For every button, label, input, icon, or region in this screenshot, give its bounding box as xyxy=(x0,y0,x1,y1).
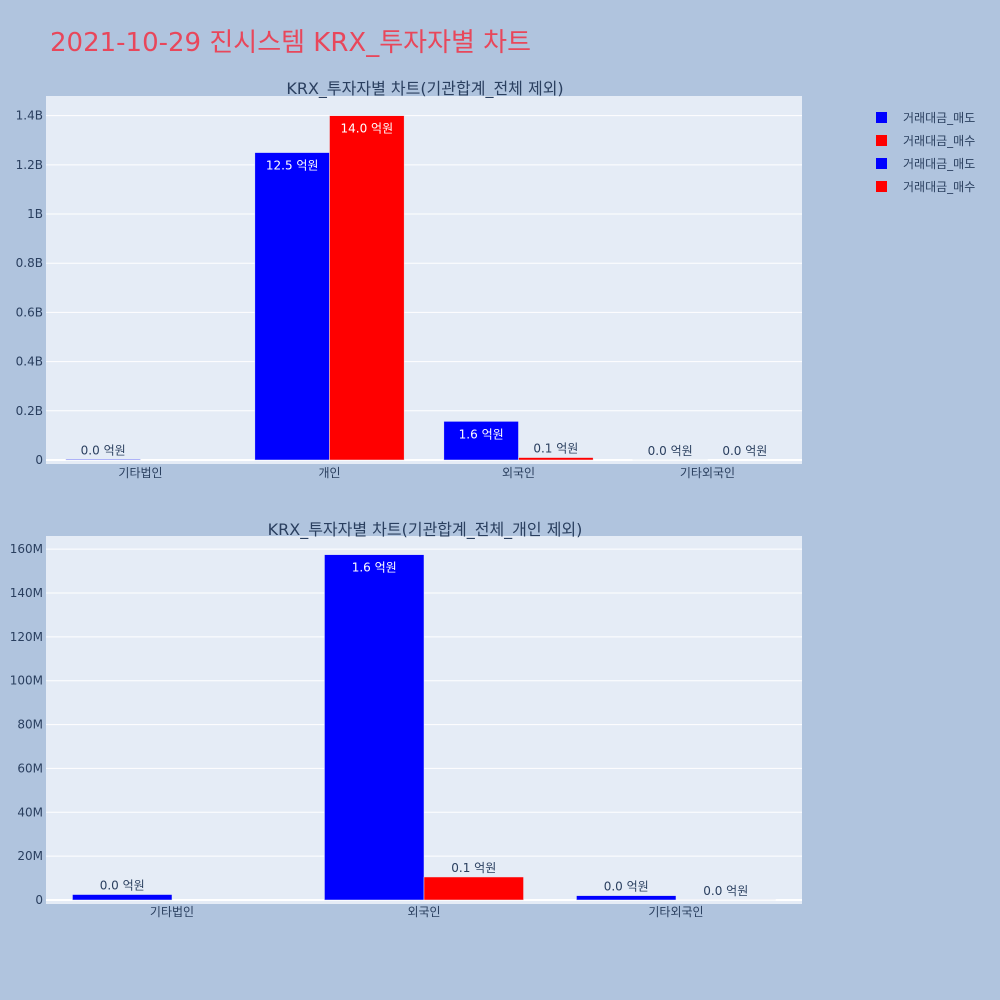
x-tick-label: 기타외국인 xyxy=(680,466,735,480)
bar xyxy=(576,895,677,901)
legend-item[interactable]: 거래대금_매수 xyxy=(876,129,975,152)
x-tick-label: 외국인 xyxy=(407,905,440,919)
legend-label: 거래대금_매수 xyxy=(903,180,976,194)
y-tick-label: 0.4B xyxy=(16,355,43,369)
legend-item[interactable]: 거래대금_매수 xyxy=(876,175,975,198)
y-tick-label: 1.4B xyxy=(16,109,43,123)
y-tick-label: 20M xyxy=(17,849,43,863)
bar xyxy=(423,876,524,901)
y-tick-label: 40M xyxy=(17,805,43,819)
legend-item[interactable]: 거래대금_매도 xyxy=(876,152,975,175)
x-tick-label: 개인 xyxy=(318,466,340,480)
y-tick-label: 0.6B xyxy=(16,305,43,319)
x-tick-label: 기타외국인 xyxy=(648,905,703,919)
x-tick-label: 외국인 xyxy=(502,466,535,480)
bar xyxy=(324,554,425,901)
y-tick-label: 0 xyxy=(35,893,43,907)
x-tick-label: 기타법인 xyxy=(150,905,194,919)
chart-title: KRX_투자자별 차트(기관합계_전체_개인 제외) xyxy=(268,520,583,540)
legend-swatch xyxy=(876,112,887,123)
data-label: 0.1 억원 xyxy=(451,861,496,875)
data-label: 0.0 억원 xyxy=(703,884,748,898)
legend-item[interactable]: 거래대금_매도 xyxy=(876,106,975,129)
bar xyxy=(72,894,173,901)
legend-label: 거래대금_매도 xyxy=(903,111,976,125)
y-tick-label: 80M xyxy=(17,718,43,732)
data-label: 0.0 억원 xyxy=(81,443,126,457)
bar xyxy=(518,457,594,461)
y-tick-label: 1.2B xyxy=(16,158,43,172)
data-label: 1.6 억원 xyxy=(459,427,504,441)
bar xyxy=(65,459,141,461)
data-label: 14.0 억원 xyxy=(341,122,394,136)
y-tick-label: 0.8B xyxy=(16,256,43,270)
data-label: 0.0 억원 xyxy=(604,880,649,894)
data-label: 0.0 억원 xyxy=(722,444,767,458)
legend[interactable]: 거래대금_매도 거래대금_매수 거래대금_매도 거래대금_매수 xyxy=(876,106,975,198)
y-tick-label: 60M xyxy=(17,761,43,775)
data-label: 0.0 억원 xyxy=(100,879,145,893)
x-tick-label: 기타법인 xyxy=(118,466,162,480)
legend-swatch xyxy=(876,158,887,169)
legend-swatch xyxy=(876,181,887,192)
data-label: 1.6 억원 xyxy=(352,561,397,575)
y-tick-label: 0.2B xyxy=(16,404,43,418)
data-label: 12.5 억원 xyxy=(266,159,319,173)
data-label: 0.1 억원 xyxy=(533,442,578,456)
bar xyxy=(443,421,519,461)
legend-swatch xyxy=(876,135,887,146)
data-label: 0.0 억원 xyxy=(648,444,693,458)
y-tick-label: 120M xyxy=(10,630,43,644)
y-tick-label: 1B xyxy=(27,207,43,221)
bar xyxy=(254,152,330,461)
legend-label: 거래대금_매도 xyxy=(903,157,976,171)
legend-label: 거래대금_매수 xyxy=(903,134,976,148)
y-tick-label: 140M xyxy=(10,586,43,600)
y-tick-label: 100M xyxy=(10,674,43,688)
bar xyxy=(329,115,405,461)
chart-title: KRX_투자자별 차트(기관합계_전체 제외) xyxy=(286,79,563,99)
page-title: 2021-10-29 진시스템 KRX_투자자별 차트 xyxy=(50,28,532,58)
y-tick-label: 0 xyxy=(35,453,43,467)
y-tick-label: 160M xyxy=(10,542,43,556)
plot-area xyxy=(46,96,802,464)
